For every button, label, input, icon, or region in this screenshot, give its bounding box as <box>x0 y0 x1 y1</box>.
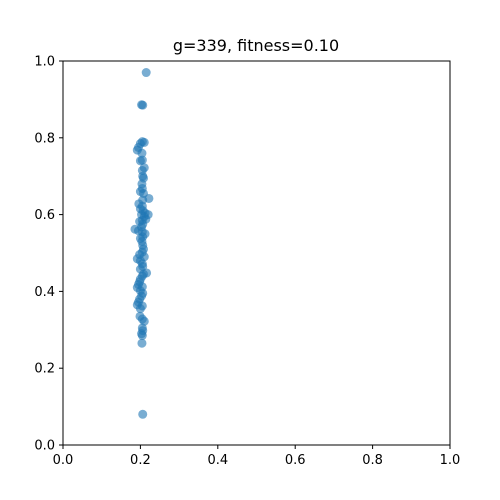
data-point <box>141 68 151 78</box>
x-tick-label: 0.6 <box>285 453 306 468</box>
y-tick-label: 0.2 <box>34 362 55 377</box>
x-tick-label: 0.0 <box>53 453 74 468</box>
x-tick-label: 1.0 <box>440 453 461 468</box>
data-point <box>137 100 147 110</box>
x-tick-label: 0.4 <box>207 453 228 468</box>
y-tick-label: 0.8 <box>34 131 55 146</box>
plot-frame <box>62 60 451 446</box>
y-tick-label: 0.0 <box>34 439 55 454</box>
x-tick-label: 0.8 <box>362 453 383 468</box>
data-point <box>135 156 145 166</box>
data-point <box>135 304 145 314</box>
y-tick-label: 0.6 <box>34 208 55 223</box>
ticks-layer: 0.0 0.2 0.4 0.6 0.8 1.0 0.0 0.2 0.4 0.6 0.8 1.0 <box>34 55 460 469</box>
data-point <box>137 338 147 348</box>
x-tick-label: 0.2 <box>130 453 151 468</box>
chart-title: g=339, fitness=0.10 <box>173 36 339 55</box>
y-tick-label: 1.0 <box>34 55 55 70</box>
y-tick-label: 0.4 <box>34 285 55 300</box>
points-layer <box>130 68 154 419</box>
data-point <box>138 409 148 419</box>
data-point <box>137 148 147 158</box>
data-point <box>137 331 147 341</box>
